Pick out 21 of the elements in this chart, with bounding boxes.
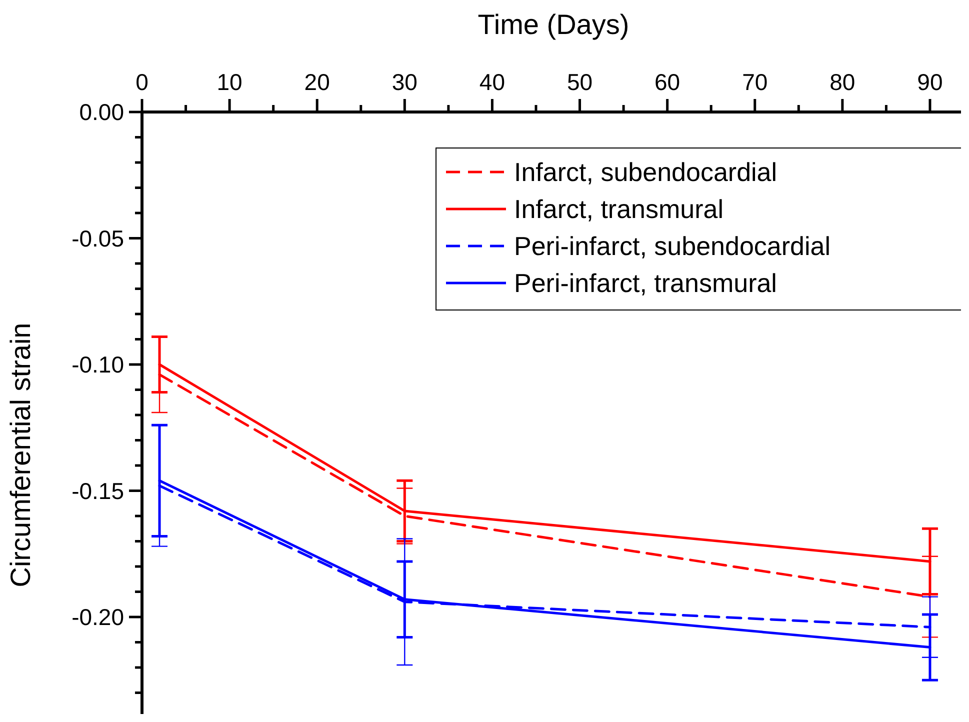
legend-label: Infarct, transmural — [514, 194, 724, 224]
y-tick-label: -0.20 — [72, 604, 124, 630]
x-tick-label: 60 — [654, 69, 680, 95]
legend-label: Peri-infarct, subendocardial — [514, 231, 830, 262]
x-tick-label: 50 — [566, 69, 593, 95]
x-tick-label: 30 — [392, 69, 418, 95]
x-tick-label: 20 — [304, 69, 330, 95]
x-tick-label: 90 — [917, 69, 943, 95]
x-axis-title: Time (Days) — [478, 9, 630, 40]
y-axis-title: Circumferential strain — [5, 322, 36, 588]
legend-label: Peri-infarct, transmural — [514, 268, 777, 298]
y-tick-label: -0.15 — [72, 478, 124, 504]
x-tick-label: 10 — [216, 69, 242, 95]
x-tick-label: 0 — [136, 69, 148, 95]
x-tick-label: 80 — [830, 69, 856, 95]
y-tick-label: -0.10 — [72, 352, 124, 378]
x-tick-label: 40 — [479, 69, 506, 95]
y-tick-label: -0.05 — [72, 225, 124, 252]
legend-label: Infarct, subendocardial — [514, 157, 778, 188]
y-tick-label: 0.00 — [79, 99, 124, 126]
x-tick-label: 70 — [742, 69, 768, 95]
